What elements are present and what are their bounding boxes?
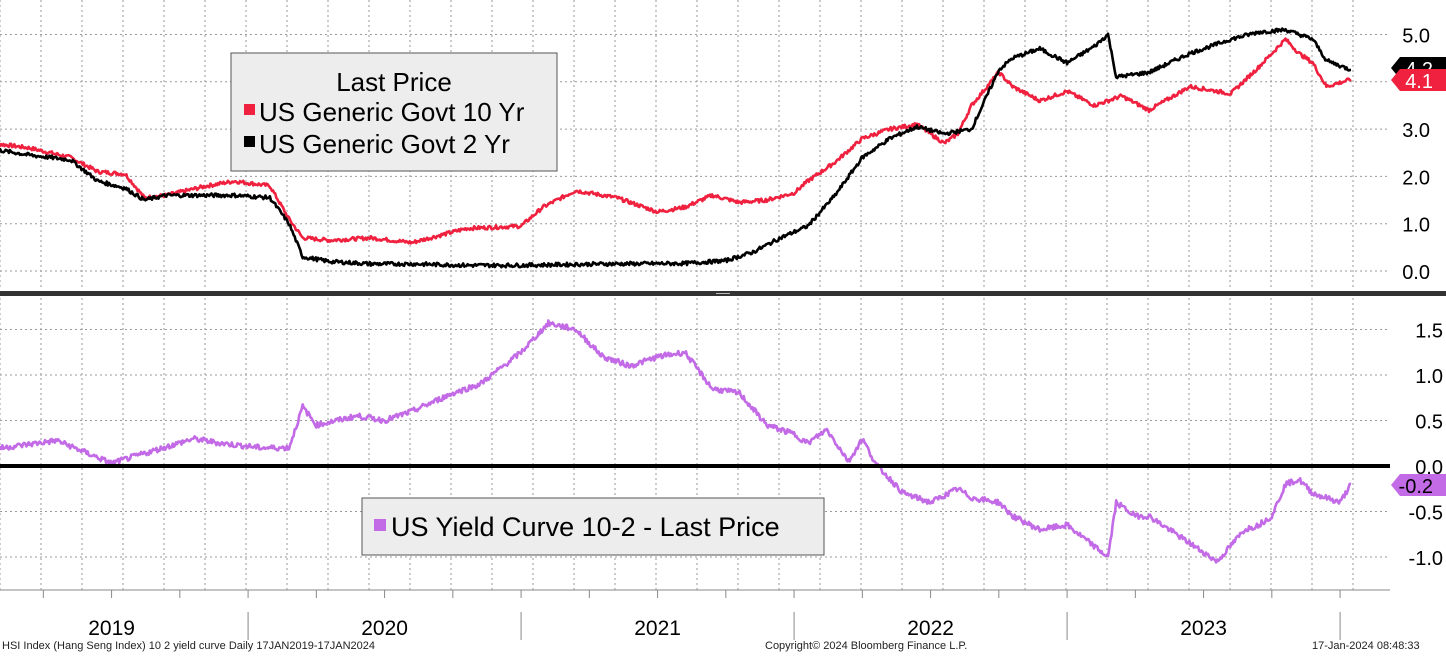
top-panel-background bbox=[0, 0, 1390, 292]
top-y-tick-label: 3.0 bbox=[1402, 120, 1430, 142]
legend-title: Last Price bbox=[336, 67, 452, 97]
x-axis: 2019 2020 2021 2022 2023 bbox=[42, 590, 1341, 640]
bottom-y-tick-label: -0.5 bbox=[1409, 503, 1443, 525]
top-y-tick-label: 0.0 bbox=[1402, 262, 1430, 284]
top-y-axis: 0.0 1.0 2.0 3.0 5.0 bbox=[1402, 26, 1430, 285]
x-tick-label: 2019 bbox=[88, 617, 135, 640]
legend-label-2yr: US Generic Govt 2 Yr bbox=[259, 129, 510, 159]
last-10yr-tag-label: 4.1 bbox=[1405, 71, 1433, 93]
footer-timestamp: 17-Jan-2024 08:48:33 bbox=[1312, 640, 1420, 652]
legend-label-curve: US Yield Curve 10-2 - Last Price bbox=[391, 512, 780, 542]
bottom-series-layer bbox=[0, 319, 1352, 564]
bottom-legend[interactable]: US Yield Curve 10-2 - Last Price bbox=[361, 497, 825, 556]
footer-copyright: Copyright© 2024 Bloomberg Finance L.P. bbox=[765, 640, 968, 652]
legend-swatch-2yr bbox=[244, 136, 255, 147]
legend-swatch-10yr bbox=[244, 104, 255, 115]
series-line-10yr bbox=[0, 37, 1352, 245]
legend-label-10yr: US Generic Govt 10 Yr bbox=[259, 97, 525, 127]
bottom-y-axis: 1.5 1.0 0.5 0.0 -0.5 -1.0 bbox=[1409, 321, 1443, 571]
bloomberg-chart: 0.01.02.03.05.0 1.51.00.50.0-0.5-1.0 4.2… bbox=[0, 0, 1446, 640]
top-legend-box bbox=[230, 52, 558, 172]
x-tick-label: 2022 bbox=[907, 617, 954, 640]
bottom-y-tick-label: 0.5 bbox=[1415, 412, 1443, 434]
last-value-tags: 4.24.1-0.2 bbox=[1391, 57, 1446, 498]
top-y-tick-label: 1.0 bbox=[1402, 215, 1430, 237]
top-legend[interactable]: Last Price US Generic Govt 10 Yr US Gene… bbox=[230, 52, 558, 172]
bottom-legend-box bbox=[361, 497, 825, 556]
bottom-y-tick-label: 1.5 bbox=[1415, 321, 1443, 343]
last-curve-tag bbox=[1391, 474, 1446, 496]
x-tick-label: 2020 bbox=[361, 617, 408, 640]
series-line-yield-curve bbox=[0, 319, 1352, 564]
last-curve-tag-label: -0.2 bbox=[1399, 476, 1433, 498]
series-line-2yr bbox=[0, 27, 1352, 269]
top-series-layer bbox=[0, 27, 1352, 269]
legend-swatch-curve bbox=[374, 519, 386, 531]
top-y-tick-label: 2.0 bbox=[1402, 167, 1430, 189]
bottom-y-tick-label: -1.0 bbox=[1409, 548, 1443, 570]
x-tick-label: 2021 bbox=[634, 617, 681, 640]
x-tick-label: 2023 bbox=[1180, 617, 1227, 640]
top-y-tick-label: 5.0 bbox=[1402, 26, 1430, 48]
footer-security-info: HSI Index (Hang Seng Index) 10 2 yield c… bbox=[2, 640, 375, 652]
bottom-y-tick-label: 0.0 bbox=[1415, 457, 1443, 479]
last-10yr-tag bbox=[1391, 69, 1446, 91]
bottom-y-tick-label: 1.0 bbox=[1415, 366, 1443, 388]
